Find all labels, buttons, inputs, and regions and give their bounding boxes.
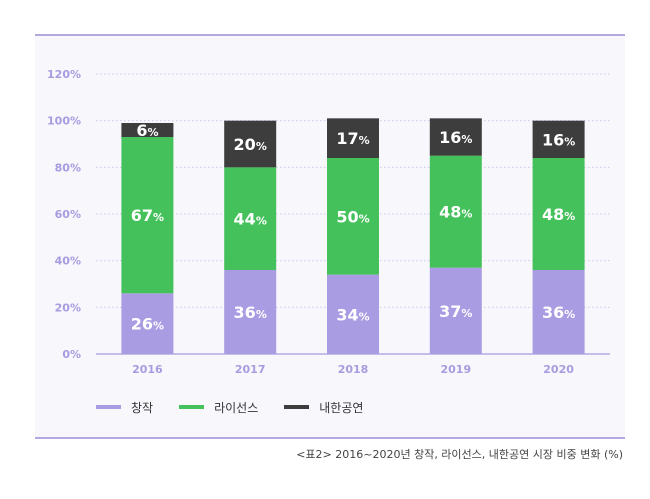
bar-segment: [121, 123, 174, 137]
legend-swatch-tour: [284, 405, 310, 409]
stacked-bar-chart: 0% 20% 40% 60% 80% 100% 120% 26% 67% 6% 2016 36% 44%…: [47, 68, 610, 376]
y-tick-label: 40%: [55, 255, 81, 268]
bar-data-label: 44%: [234, 210, 267, 229]
legend-item-tour: 내한공연: [284, 399, 363, 416]
bar-segment: [327, 118, 379, 158]
bar-data-label: 50%: [336, 207, 369, 226]
legend-label-license: 라이선스: [214, 400, 259, 415]
bar-segment: [532, 120, 585, 158]
bar-segment: [121, 137, 174, 294]
x-tick-label: 2017: [235, 363, 266, 376]
y-tick-label: 100%: [47, 115, 81, 128]
legend-label-tour: 내한공연: [319, 400, 364, 415]
bar-segment: [327, 158, 379, 275]
y-tick-label: 80%: [55, 161, 81, 174]
bar-segment: [429, 267, 482, 354]
bar-data-label: 6%: [136, 121, 158, 140]
bar-segment: [532, 270, 585, 354]
bar-data-label: 34%: [336, 305, 369, 324]
bar-data-label: 67%: [131, 206, 164, 225]
chart-panel: 0% 20% 40% 60% 80% 100% 120% 26% 67% 6% 2016 36% 44%…: [35, 34, 625, 439]
bar-data-label: 36%: [542, 303, 575, 322]
x-tick-label: 2020: [543, 363, 574, 376]
bar-data-label: 16%: [439, 128, 472, 147]
bar-segment: [429, 118, 482, 156]
bar-segment: [224, 270, 277, 354]
legend-item-original: 창작: [96, 399, 153, 416]
bar-segment: [429, 155, 482, 268]
legend-label-original: 창작: [131, 400, 154, 415]
bar-segment: [224, 120, 277, 168]
bar-data-label: 16%: [542, 130, 575, 149]
legend-swatch-original: [96, 405, 121, 409]
x-tick-label: 2019: [440, 363, 471, 376]
bar-data-label: 37%: [439, 302, 472, 321]
bar-data-label: 36%: [234, 303, 267, 322]
legend: 창작 라이선스 내한공연: [96, 398, 363, 416]
bar-data-label: 17%: [336, 129, 369, 148]
x-tick-label: 2016: [132, 363, 163, 376]
bar-data-label: 26%: [131, 315, 164, 334]
bar-segment: [224, 167, 277, 270]
bar-segment: [327, 274, 379, 354]
x-tick-label: 2018: [338, 363, 369, 376]
chart-caption: <표2> 2016~2020년 창작, 라이선스, 내한공연 시장 비중 변화 …: [296, 448, 623, 461]
y-tick-label: 60%: [55, 208, 81, 221]
bar-segment: [532, 158, 585, 270]
y-tick-label: 20%: [55, 301, 81, 314]
legend-swatch-license: [179, 405, 205, 409]
bar-data-label: 48%: [439, 203, 472, 222]
y-tick-label: 0%: [62, 348, 81, 361]
y-tick-label: 120%: [47, 68, 81, 81]
legend-item-license: 라이선스: [179, 399, 258, 416]
bar-segment: [121, 293, 174, 354]
bar-data-label: 20%: [234, 135, 267, 154]
bar-data-label: 48%: [542, 205, 575, 224]
